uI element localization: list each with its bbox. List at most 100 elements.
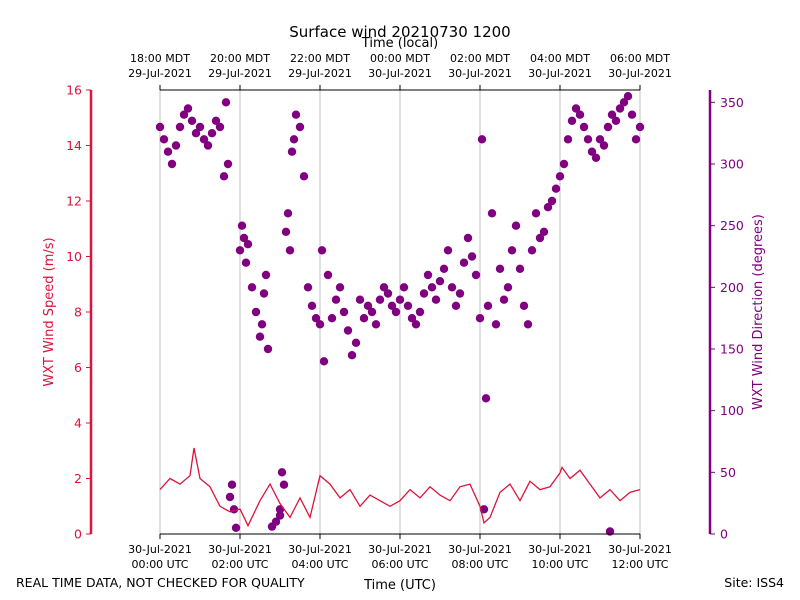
top-tick-label: 30-Jul-2021 (528, 67, 592, 80)
direction-point (175, 122, 185, 132)
direction-point (339, 307, 349, 317)
direction-point (367, 307, 377, 317)
direction-point (163, 147, 173, 156)
direction-point (159, 135, 169, 144)
direction-point (315, 320, 325, 329)
top-ticks: 18:00 MDT 29-Jul-2021 20:00 MDT 29-Jul-2021… (128, 52, 672, 90)
direction-point (611, 116, 621, 126)
direction-point (627, 110, 637, 119)
top-tick-label: 06:00 MDT (610, 52, 670, 65)
bottom-tick-label: 12:00 UTC (611, 558, 668, 571)
direction-point (203, 141, 213, 150)
direction-point (287, 147, 297, 156)
direction-point (579, 122, 589, 132)
direction-point (351, 338, 361, 347)
direction-point (635, 122, 645, 132)
direction-point (275, 511, 285, 520)
direction-point (263, 344, 273, 354)
direction-point (219, 172, 229, 181)
top-tick-label: 30-Jul-2021 (448, 67, 512, 80)
direction-point (595, 135, 605, 144)
top-axis-label: Time (local) (361, 36, 438, 51)
direction-point (399, 283, 409, 292)
direction-point (503, 283, 513, 292)
direction-point (427, 283, 437, 292)
direction-point (227, 480, 237, 489)
bottom-tick-label: 30-Jul-2021 (208, 543, 272, 556)
direction-point (567, 116, 577, 126)
direction-point (379, 283, 389, 292)
direction-point (371, 320, 381, 329)
direction-point (491, 320, 501, 329)
direction-point (499, 295, 509, 304)
direction-point (311, 314, 321, 323)
top-tick-label: 30-Jul-2021 (608, 67, 672, 80)
right-tick-label: 250 (720, 218, 744, 233)
top-tick-label: 29-Jul-2021 (288, 67, 352, 80)
direction-point (255, 332, 265, 341)
bottom-tick-label: 30-Jul-2021 (368, 543, 432, 556)
direction-points (155, 92, 645, 536)
direction-point (387, 301, 397, 310)
right-tick-label: 150 (720, 342, 744, 357)
direction-point (511, 221, 521, 230)
bottom-tick-label: 30-Jul-2021 (128, 543, 192, 556)
direction-point (331, 295, 341, 304)
direction-point (279, 480, 289, 489)
direction-point (191, 129, 201, 138)
left-tick-label: 2 (74, 471, 82, 486)
direction-point (591, 153, 601, 162)
direction-point (251, 307, 261, 317)
left-tick-label: 6 (74, 360, 82, 375)
top-tick-label: 29-Jul-2021 (128, 67, 192, 80)
direction-point (619, 98, 629, 107)
quality-note: REAL TIME DATA, NOT CHECKED FOR QUALITY (16, 575, 305, 590)
direction-point (543, 203, 553, 212)
direction-point (559, 159, 569, 169)
right-tick-label: 200 (720, 280, 744, 295)
direction-point (615, 104, 625, 113)
bottom-tick-label: 30-Jul-2021 (608, 543, 672, 556)
x-axis-label: Time (UTC) (363, 578, 436, 593)
direction-point (179, 110, 189, 119)
bottom-tick-label: 04:00 UTC (291, 558, 348, 571)
site-label: Site: ISS4 (724, 575, 784, 590)
direction-point (423, 270, 433, 280)
direction-point (167, 159, 177, 169)
speed-line (159, 447, 641, 528)
left-tick-label: 14 (66, 138, 82, 153)
direction-point (571, 104, 581, 113)
bottom-tick-label: 08:00 UTC (451, 558, 508, 571)
direction-point (527, 246, 537, 255)
direction-point (257, 320, 267, 329)
direction-point (241, 258, 251, 267)
bottom-tick-label: 02:00 UTC (211, 558, 268, 571)
direction-point (363, 301, 373, 310)
direction-point (555, 172, 565, 181)
direction-point (383, 289, 393, 298)
direction-point (223, 159, 233, 169)
direction-point (583, 135, 593, 144)
direction-point (483, 301, 493, 310)
direction-point (285, 246, 295, 255)
chart-title: Surface wind 20210730 1200 (289, 23, 510, 41)
direction-point (435, 277, 445, 286)
direction-point (481, 394, 491, 403)
right-tick-label: 0 (720, 527, 728, 542)
right-tick-label: 350 (720, 95, 744, 110)
direction-point (443, 246, 453, 255)
direction-point (395, 295, 405, 304)
direction-point (277, 468, 287, 477)
direction-point (171, 141, 181, 150)
direction-point (563, 135, 573, 144)
left-ticks: 0 2 4 6 8 10 12 14 16 (66, 83, 91, 542)
direction-point (471, 270, 481, 280)
bottom-tick-label: 06:00 UTC (371, 558, 428, 571)
direction-point (231, 523, 241, 532)
direction-point (281, 227, 291, 236)
direction-point (207, 129, 217, 138)
bottom-tick-label: 00:00 UTC (131, 558, 188, 571)
bottom-tick-label: 30-Jul-2021 (528, 543, 592, 556)
direction-point (221, 98, 231, 107)
